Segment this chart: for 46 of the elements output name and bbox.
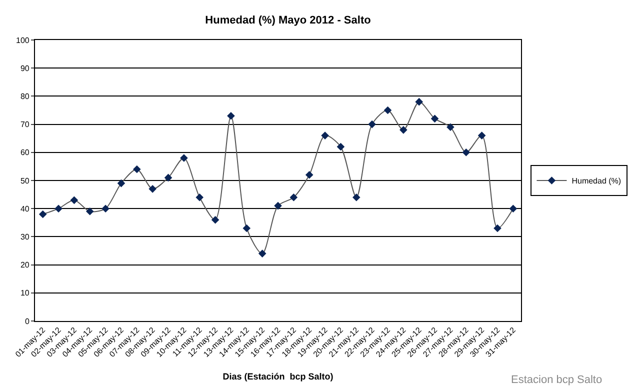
point (478, 132, 486, 140)
point (446, 123, 454, 132)
y-tick-label: 50 (20, 176, 30, 186)
point (494, 224, 502, 232)
point (415, 98, 423, 106)
x-axis-title: Dias (Estación bcp Salto) (222, 372, 334, 382)
point (133, 165, 141, 174)
y-tick-label: 70 (20, 120, 30, 130)
point (211, 216, 220, 224)
point (509, 204, 518, 212)
y-tick-label: 90 (20, 64, 30, 73)
point (400, 126, 408, 134)
point (384, 106, 392, 114)
point (321, 132, 329, 140)
point (430, 114, 439, 123)
point (164, 174, 172, 182)
point (54, 204, 62, 212)
point (368, 120, 376, 128)
chart-title: Humedad (%) Mayo 2012 - Salto (205, 14, 372, 26)
y-tick-label: 30 (20, 232, 30, 242)
y-tick-label: 80 (20, 92, 30, 101)
y-tick-label: 20 (20, 260, 30, 270)
point (290, 193, 298, 202)
y-tick-label: 40 (20, 204, 30, 214)
point (196, 193, 204, 202)
text: Estacion bcp Salto (511, 374, 602, 386)
point (274, 202, 282, 210)
y-tick-label: 100 (16, 36, 30, 45)
point (227, 112, 235, 120)
point (258, 250, 266, 258)
legend-label: Humedad (%) (572, 176, 622, 186)
point (102, 204, 110, 212)
y-tick-label: 0 (24, 316, 30, 326)
point (305, 170, 314, 179)
point (352, 193, 360, 202)
y-tick-label: 10 (20, 288, 30, 298)
point (180, 154, 188, 162)
point (86, 208, 94, 216)
y-tick-label: 60 (20, 148, 30, 158)
point (242, 224, 251, 232)
point (148, 185, 156, 193)
point (38, 210, 47, 218)
point (336, 142, 345, 151)
point (117, 179, 126, 188)
point (70, 196, 78, 204)
point (462, 148, 470, 156)
